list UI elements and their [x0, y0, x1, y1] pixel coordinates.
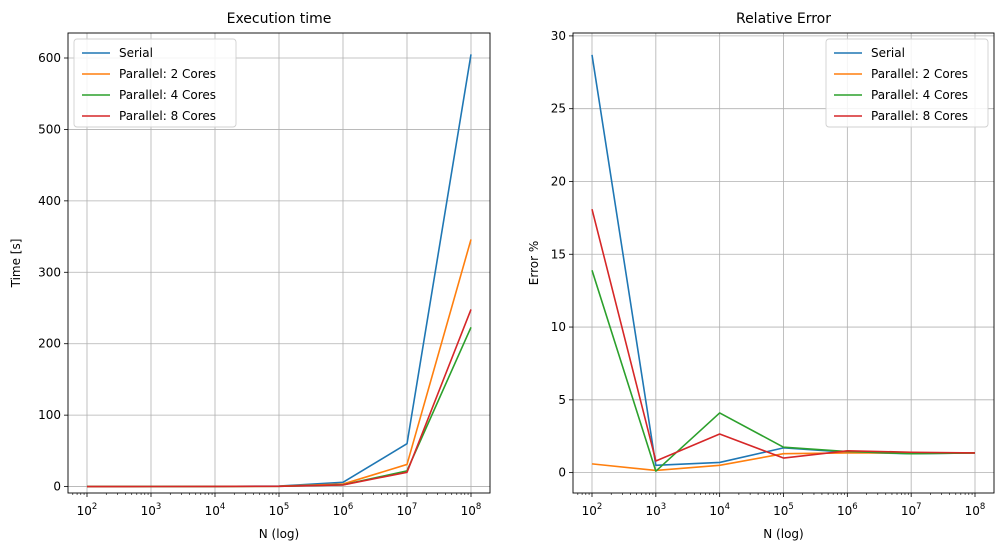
chart-title: Relative Error [736, 11, 831, 27]
x-tick-label: 102 [77, 502, 98, 518]
legend-label: Parallel: 4 Cores [119, 88, 216, 102]
x-tick-label: 108 [965, 502, 986, 518]
legend: Serial Parallel: 2 Cores Parallel: 4 Cores… [825, 38, 989, 128]
series-lines [591, 54, 976, 472]
x-tick-label: 106 [333, 502, 354, 518]
legend-box [825, 38, 989, 128]
y-axis-label: Time [s] [9, 239, 23, 289]
legend-label: Parallel: 4 Cores [871, 88, 968, 102]
grid [573, 33, 994, 493]
legend-label: Serial [119, 46, 153, 60]
series-line-3 [591, 208, 976, 462]
y-axis-label: Error % [527, 241, 541, 285]
x-tick-label: 103 [645, 502, 666, 518]
x-axis-label: N (log) [259, 527, 299, 541]
y-tick-label: 30 [551, 29, 566, 43]
x-tick-label: 108 [461, 502, 482, 518]
legend-label: Parallel: 8 Cores [119, 109, 216, 123]
y-tick-label: 0 [558, 466, 566, 480]
legend: Serial Parallel: 2 Cores Parallel: 4 Cores… [73, 38, 237, 128]
series-line-3 [86, 309, 472, 488]
y-tick-label: 500 [38, 122, 61, 136]
chart-execution-time: 102 103 104 105 106 107 108 0 100 200 300 400 500 600… [9, 11, 491, 541]
x-axis-label: N (log) [763, 527, 803, 541]
minor-ticks [72, 493, 469, 495]
chart-title: Execution time [227, 11, 332, 27]
legend-label: Parallel: 2 Cores [871, 67, 968, 81]
x-tick-label: 102 [582, 502, 603, 518]
y-tick-label: 25 [551, 102, 566, 116]
legend-box [73, 38, 237, 128]
y-tick-label: 10 [551, 320, 566, 334]
grid [68, 33, 490, 493]
y-tick-label: 15 [551, 247, 566, 261]
x-tick-label: 103 [141, 502, 162, 518]
x-tick-label: 105 [773, 502, 794, 518]
legend-label: Parallel: 8 Cores [871, 109, 968, 123]
x-tick-label: 106 [837, 502, 858, 518]
x-tick-label: 105 [269, 502, 290, 518]
y-tick-label: 5 [558, 393, 566, 407]
y-tick-label: 300 [38, 265, 61, 279]
legend-label: Parallel: 2 Cores [119, 67, 216, 81]
chart-relative-error: 102 103 104 105 106 107 108 0 5 10 15 20 25 30 Relativ… [527, 11, 995, 541]
legend-label: Serial [871, 46, 905, 60]
y-tick-label: 600 [38, 51, 61, 65]
x-tick-label: 104 [709, 502, 730, 518]
x-tick-label: 104 [205, 502, 226, 518]
x-tick-label: 107 [901, 502, 922, 518]
y-tick-label: 0 [53, 480, 61, 494]
y-tick-label: 400 [38, 194, 61, 208]
x-tick-label: 107 [397, 502, 418, 518]
y-tick-label: 200 [38, 337, 61, 351]
minor-ticks [577, 493, 973, 495]
series-line-2 [591, 270, 976, 472]
y-tick-label: 100 [38, 408, 61, 422]
series-lines [86, 54, 472, 488]
y-tick-label: 20 [551, 174, 566, 188]
